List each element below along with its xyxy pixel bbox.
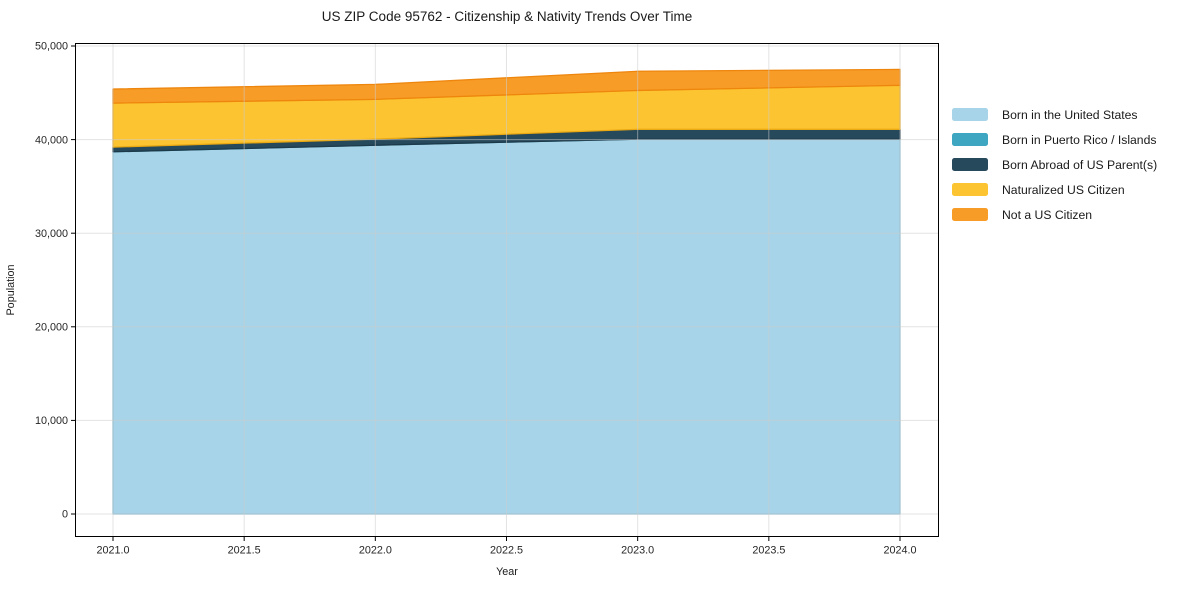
- y-tick-label: 30,000: [35, 228, 68, 240]
- y-tick-label: 20,000: [35, 322, 68, 334]
- x-tick-label: 2022.0: [359, 545, 392, 557]
- x-tick-label: 2023.0: [621, 545, 654, 557]
- legend-item-born-in-puerto-rico-islands: Born in Puerto Rico / Islands: [952, 127, 1157, 152]
- legend-item-born-abroad-of-us-parent-s: Born Abroad of US Parent(s): [952, 152, 1157, 177]
- x-tick-label: 2024.0: [883, 545, 916, 557]
- x-tick-label: 2021.0: [96, 545, 129, 557]
- legend-swatch-naturalized-us-citizen: [952, 183, 988, 196]
- legend-item-born-in-the-united-states: Born in the United States: [952, 102, 1157, 127]
- x-axis-label: Year: [496, 566, 518, 578]
- legend-item-naturalized-us-citizen: Naturalized US Citizen: [952, 177, 1157, 202]
- y-tick-label: 10,000: [35, 415, 68, 427]
- y-tick-label: 50,000: [35, 41, 68, 53]
- y-tick-label: 0: [62, 509, 68, 521]
- legend-label: Born in Puerto Rico / Islands: [1002, 132, 1157, 147]
- tick-marks: [71, 45, 901, 541]
- x-tick-label: 2022.5: [490, 545, 523, 557]
- legend-label: Naturalized US Citizen: [1002, 182, 1125, 197]
- gridlines: [75, 43, 939, 537]
- axes-border: [75, 43, 939, 537]
- legend-swatch-born-abroad-of-us-parent-s: [952, 158, 988, 171]
- legend-swatch-born-in-puerto-rico-islands: [952, 133, 988, 146]
- tick-labels: 2021.0 2021.5 2022.0 2022.5 2023.0 2023.5 2024…: [35, 41, 917, 557]
- legend-label: Born Abroad of US Parent(s): [1002, 157, 1158, 172]
- legend-label: Not a US Citizen: [1002, 207, 1093, 222]
- x-tick-label: 2023.5: [752, 545, 785, 557]
- legend: Born in the United States Born in Puerto …: [952, 102, 1157, 227]
- chart-title: US ZIP Code 95762 - Citizenship & Nativi…: [321, 9, 693, 24]
- legend-item-not-a-us-citizen: Not a US Citizen: [952, 202, 1157, 227]
- legend-label: Born in the United States: [1002, 107, 1138, 122]
- legend-swatch-born-in-the-united-states: [952, 108, 988, 121]
- y-axis-label: Population: [5, 264, 17, 316]
- y-tick-label: 40,000: [35, 134, 68, 146]
- legend-swatch-not-a-us-citizen: [952, 208, 988, 221]
- x-tick-label: 2021.5: [228, 545, 261, 557]
